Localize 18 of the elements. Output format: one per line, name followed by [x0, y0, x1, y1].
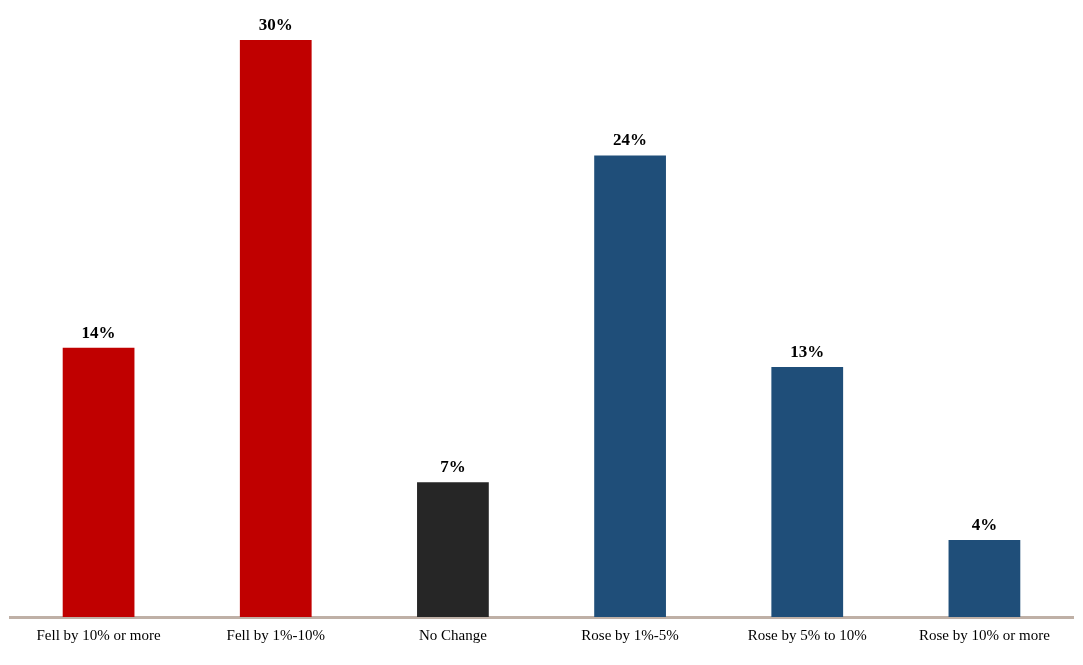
data-label: 24% [613, 130, 648, 150]
data-label: 13% [790, 341, 825, 361]
data-label: 30% [258, 14, 293, 34]
x-tick-label: Rose by 10% or more [919, 626, 1051, 643]
data-label: 14% [81, 322, 116, 342]
bar [771, 366, 844, 617]
x-tick-label: Rose by 1%-5% [581, 626, 679, 643]
x-tick-label: No Change [418, 626, 488, 643]
bar [948, 540, 1021, 617]
bar [417, 482, 489, 617]
x-tick-label: Rose by 5% to 10% [747, 626, 867, 643]
data-label: 4% [971, 514, 998, 534]
bar [62, 347, 135, 617]
bar [594, 155, 666, 617]
x-tick-label: Fell by 10% or more [36, 626, 161, 643]
data-label: 7% [440, 457, 466, 477]
x-tick-label: Fell by 1%-10% [226, 626, 325, 643]
bar [239, 40, 312, 617]
